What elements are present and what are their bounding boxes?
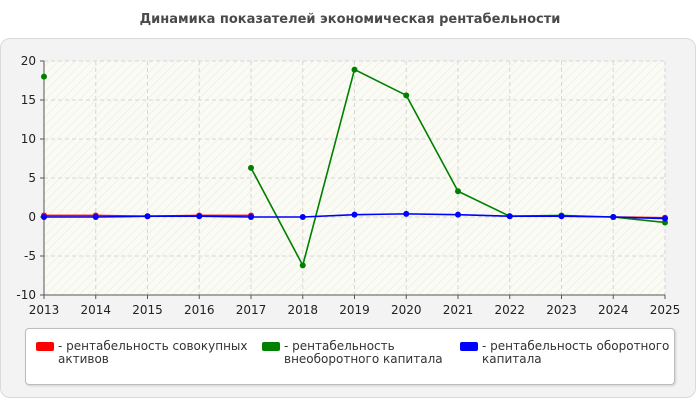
y-tick-label: 15: [21, 93, 36, 107]
chart-title: Динамика показателей экономическая рента…: [139, 12, 561, 27]
data-point: [41, 73, 47, 80]
legend: - рентабельность совокупных активов - ре…: [25, 328, 675, 385]
x-tick-label: 2015: [132, 303, 163, 317]
data-point: [144, 213, 151, 220]
x-tick-label: 2020: [391, 303, 422, 317]
data-point: [662, 215, 668, 222]
data-point: [506, 213, 513, 220]
x-tick-label: 2023: [546, 303, 577, 317]
data-point: [92, 214, 99, 220]
data-point: [403, 92, 410, 99]
data-point: [299, 262, 306, 269]
data-point: [610, 214, 617, 220]
x-tick-label: 2024: [598, 303, 629, 317]
series-2: [41, 210, 668, 222]
x-tick-label: 2022: [494, 303, 525, 317]
data-point: [299, 214, 306, 220]
data-point: [403, 210, 410, 217]
x-tick-label: 2019: [339, 303, 370, 317]
y-tick-label: -10: [16, 288, 36, 302]
legend-swatch-red: [36, 342, 54, 351]
x-tick-label: 2013: [29, 303, 60, 317]
data-point: [196, 213, 203, 220]
legend-label-line1: - рентабельность совокупных: [58, 339, 248, 353]
y-tick-label: 5: [28, 171, 36, 185]
data-point: [351, 211, 358, 218]
data-point: [248, 164, 254, 171]
x-tick-label: 2014: [80, 303, 111, 317]
y-tick-label: 10: [21, 132, 36, 146]
legend-label-line2: активов: [58, 352, 109, 366]
data-point: [41, 214, 47, 220]
legend-label-line2: капитала: [482, 352, 542, 366]
legend-item-noncurrent-capital: - рентабельность внеоборотного капитала: [262, 340, 443, 366]
legend-item-working-capital: - рентабельность оборотного капитала: [460, 340, 669, 366]
y-tick-label: 0: [28, 210, 36, 224]
data-point: [558, 213, 565, 220]
y-tick-label: -5: [24, 249, 36, 263]
x-tick-label: 2021: [443, 303, 474, 317]
x-tick-label: 2016: [184, 303, 215, 317]
legend-label-line2: внеоборотного капитала: [284, 352, 443, 366]
data-point: [455, 188, 461, 195]
legend-swatch-blue: [460, 342, 478, 351]
x-tick-label: 2018: [287, 303, 318, 317]
legend-swatch-green: [262, 342, 280, 351]
x-tick-label: 2017: [236, 303, 267, 317]
data-point: [351, 66, 358, 73]
x-tick-label: 2025: [650, 303, 681, 317]
legend-label-line1: - рентабельность: [284, 339, 395, 353]
y-tick-label: 20: [21, 54, 36, 68]
legend-item-total-assets: - рентабельность совокупных активов: [36, 340, 248, 366]
data-point: [248, 214, 254, 220]
data-point: [455, 211, 461, 218]
legend-label-line1: - рентабельность оборотного: [482, 339, 670, 353]
